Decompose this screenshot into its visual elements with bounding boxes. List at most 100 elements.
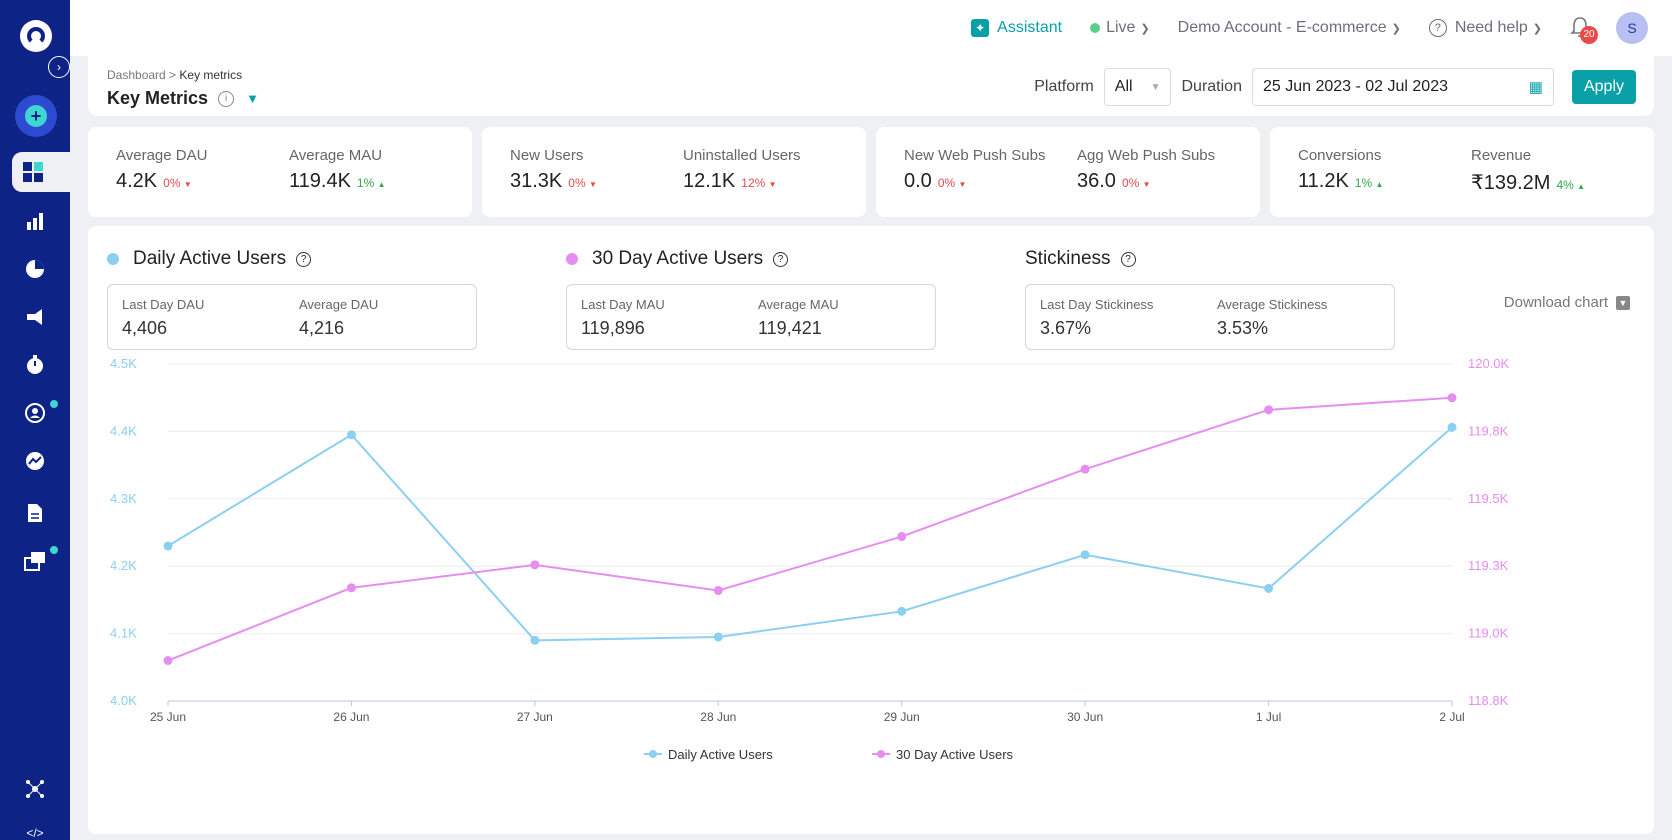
stat-change-value: 4% [1556,178,1574,192]
create-button[interactable]: + [15,95,57,137]
data-point-mau [1264,405,1274,415]
breadcrumb-root[interactable]: Dashboard > [107,68,177,82]
duration-picker[interactable]: 25 Jun 2023 - 02 Jul 2023 ▦ [1251,68,1554,106]
stat-label: Uninstalled Users [683,147,801,164]
stat-change: 0% ▼ [938,176,967,190]
platform-select[interactable]: All ▼ [1103,68,1172,106]
data-point-dau [346,430,356,440]
megaphone-icon [27,309,42,325]
dau-summary-box: Last Day DAU 4,406 Average DAU 4,216 [107,284,477,350]
code-icon[interactable]: </> [26,826,44,840]
last-stickiness-value: 3.67% [1040,318,1092,338]
page-header: Dashboard > Key metrics Key Metrics i ▼ … [88,56,1654,116]
x-axis-tick: 28 Jun [700,710,736,724]
question-icon[interactable]: ? [773,251,789,267]
platform-label: Platform [1034,78,1094,95]
x-axis-tick: 29 Jun [884,710,920,724]
avg-dau-value: 4,216 [299,318,345,338]
page-title: Key Metrics [107,88,209,108]
stat-label: New Web Push Subs [904,147,1046,164]
sidebar-item-trends[interactable] [22,448,48,474]
stat-value: 11.2K [1298,170,1349,192]
breadcrumb-current: Key metrics [179,68,243,82]
sidebar-item-integrations[interactable] [22,776,48,802]
stat-value: 119.4K [289,170,351,192]
mau-color-dot [566,253,578,265]
sidebar-item-content[interactable] [22,548,48,574]
last-dau-label: Last Day DAU [122,297,205,312]
sidebar-item-dashboard[interactable] [12,152,70,192]
sidebar-item-users[interactable] [22,400,48,426]
stickiness-summary-box: Last Day Stickiness 3.67% Average Stickin… [1025,284,1395,350]
right-axis-tick: 119.0K [1468,626,1509,641]
chevron-down-icon: ❯ [1140,22,1150,35]
download-chart-button[interactable]: Download chart ▼ [1504,294,1630,311]
chart-panel: 4.0K 118.8K 4.1K 119.0K 4.2K 119.3K 4.3K 119.5K… [88,226,1654,834]
dashboard-icon [23,162,43,182]
stat-value: 36.0 [1077,170,1116,192]
stickiness-metric: Stickiness ? Last Day Stickiness 3.67% Av… [1025,248,1395,350]
stat-change-value: 0% [937,176,956,190]
sidebar-item-campaigns[interactable] [22,304,48,330]
download-label: Download chart [1503,294,1608,311]
stat-card: New Web Push Subs 0.0 0% ▼ Agg Web Push Sub… [876,127,1260,217]
pie-chart-icon [26,260,44,278]
stat-item: Average DAU 4.2K 0% ▼ [116,147,289,217]
stat-cards: Average DAU 4.2K 0% ▼ Average MAU 119.4K 1% ▲… [88,127,1654,217]
legend-swatch-dot [649,750,657,758]
question-icon[interactable]: ? [1120,251,1136,267]
chevron-down-icon: ❯ [1532,22,1542,35]
apply-button[interactable]: Apply [1571,70,1636,104]
filters: Platform All ▼ Duration 25 Jun 2023 - 02… [1034,68,1636,106]
sidebar-item-analytics[interactable] [22,208,48,234]
info-icon[interactable]: i [218,90,235,107]
sidebar-item-journeys[interactable] [22,352,48,378]
chevron-down-icon[interactable]: ▼ [246,91,259,106]
last-dau-value: 4,406 [122,318,168,338]
arrow-down-icon: ▼ [768,180,777,189]
stat-label: Agg Web Push Subs [1077,147,1216,164]
live-mode-dropdown[interactable]: Live ❯ [1090,19,1150,37]
data-point-dau [1264,583,1274,593]
notifications-button[interactable]: 20 [1570,16,1598,44]
users-notification-dot [50,400,58,408]
right-axis-tick: 120.0K [1468,356,1510,371]
avatar[interactable]: S [1616,12,1648,44]
line-chart: 4.0K 118.8K 4.1K 119.0K 4.2K 119.3K 4.3K 119.5K… [110,356,1510,762]
arrow-up-icon: ▲ [377,180,386,189]
stat-card: Average DAU 4.2K 0% ▼ Average MAU 119.4K 1% ▲ [88,127,472,217]
sidebar-item-reports[interactable] [22,500,48,526]
help-dropdown[interactable]: ? Need help ❯ [1428,19,1542,37]
question-icon[interactable]: ? [296,251,312,267]
stat-value: 12.1K [683,170,736,192]
stat-item: Conversions 11.2K 1% ▲ [1298,147,1471,217]
account-dropdown[interactable]: Demo Account - E-commerce ❯ [1178,19,1401,37]
breadcrumb: Dashboard > Key metrics [107,68,242,82]
sidebar-item-segments[interactable] [22,256,48,282]
mau-title: 30 Day Active Users [592,248,764,269]
arrow-up-icon: ▲ [1577,182,1586,191]
avg-stickiness-value: 3.53% [1217,318,1269,338]
network-icon [26,780,44,798]
x-axis-tick: 2 Jul [1439,710,1464,724]
user-target-icon [25,403,45,423]
question-icon: ? [1428,19,1447,37]
assistant-button[interactable]: ✦ Assistant [971,19,1062,37]
stat-value: 31.3K [510,170,563,192]
data-point-dau [713,632,723,642]
stat-item: Uninstalled Users 12.1K 12% ▼ [683,147,856,217]
stat-change: 1% ▲ [1355,176,1384,190]
logo[interactable] [20,20,52,52]
data-point-mau [1447,393,1457,403]
stat-label: Average DAU [116,147,208,164]
sidebar-expand-button[interactable]: › [48,56,70,78]
stat-change-value: 0% [163,176,181,190]
data-point-mau [897,532,907,542]
series-line-mau [167,396,1453,662]
stat-change: 12% ▼ [741,176,776,190]
arrow-down-icon: ▼ [588,180,597,189]
stat-value: 0.0 [904,170,932,192]
data-point-dau [163,541,173,551]
avg-mau-label: Average MAU [758,297,839,312]
stat-change-value: 1% [1354,176,1373,190]
